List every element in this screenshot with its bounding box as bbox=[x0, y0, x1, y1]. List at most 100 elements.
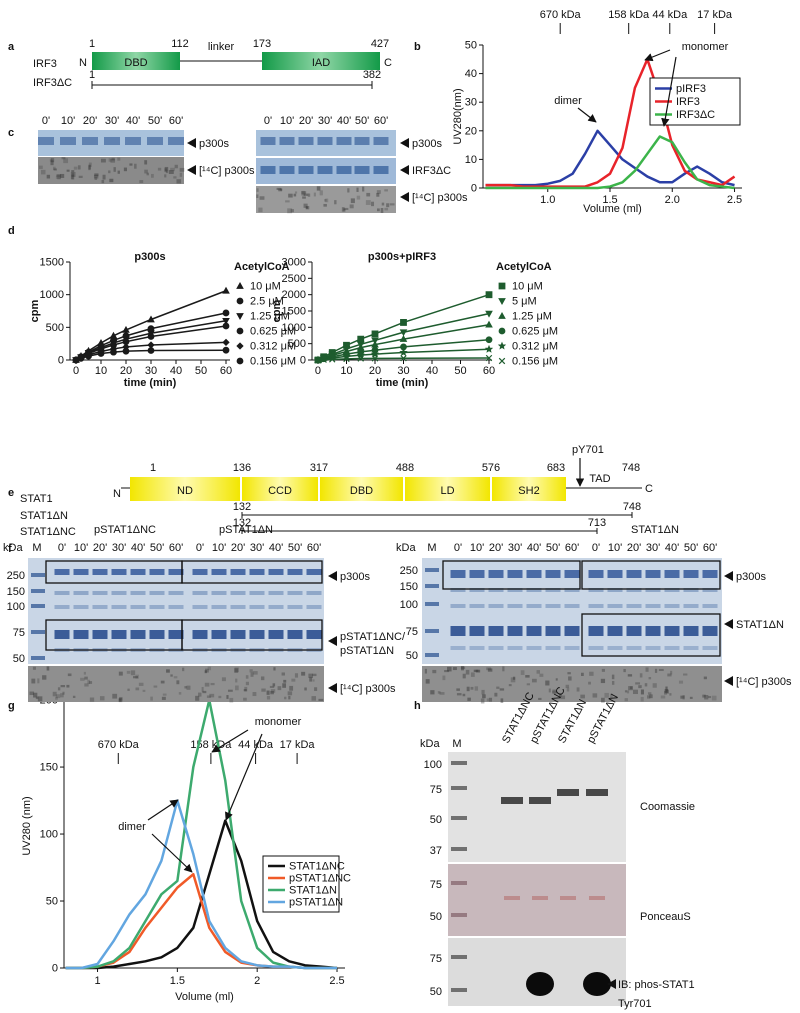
film-grain bbox=[301, 671, 306, 676]
film-grain bbox=[312, 673, 317, 677]
film-grain bbox=[467, 697, 471, 701]
gel-band bbox=[230, 591, 246, 595]
gel-band bbox=[526, 646, 542, 650]
ladder-band bbox=[31, 604, 45, 608]
x-tick-label: 30 bbox=[397, 365, 409, 377]
film-grain bbox=[273, 667, 276, 671]
highlight-box bbox=[581, 560, 721, 590]
gel-band bbox=[306, 591, 322, 595]
series-line bbox=[317, 357, 490, 361]
data-point bbox=[400, 343, 407, 351]
film-grain bbox=[52, 691, 57, 697]
film-grain bbox=[71, 174, 75, 180]
film-grain bbox=[444, 670, 450, 673]
film-grain bbox=[168, 170, 174, 174]
y-tick-label: 1000 bbox=[40, 289, 64, 301]
domain-name: TAD bbox=[589, 473, 610, 485]
film-grain bbox=[539, 673, 544, 677]
ladder-label: 150 bbox=[400, 581, 418, 593]
film-grain bbox=[580, 694, 585, 699]
lane-label: 60' bbox=[169, 542, 183, 554]
legend-title: AcetylCoA bbox=[234, 261, 290, 273]
ladder-label: 75 bbox=[430, 953, 442, 965]
pointer-arrow bbox=[328, 683, 337, 693]
film-grain bbox=[630, 686, 633, 690]
film-grain bbox=[160, 680, 165, 684]
gel-band bbox=[488, 646, 504, 650]
annotation-arrow bbox=[577, 107, 597, 123]
film-grain bbox=[78, 175, 83, 178]
gel-band bbox=[683, 588, 699, 592]
lane-label: 20' bbox=[489, 542, 503, 554]
film-grain bbox=[256, 188, 259, 192]
ladder-label: 50 bbox=[13, 653, 25, 665]
film-grain bbox=[304, 687, 307, 691]
data-point bbox=[485, 320, 493, 328]
film-grain bbox=[494, 692, 498, 697]
film-grain bbox=[176, 680, 180, 685]
film-grain bbox=[221, 677, 226, 682]
protein-band bbox=[560, 896, 576, 900]
film-grain bbox=[500, 698, 504, 703]
gel-band bbox=[702, 646, 718, 650]
legend-label: 2.5 μM bbox=[250, 296, 284, 308]
film-grain bbox=[645, 667, 649, 672]
gel-band bbox=[664, 626, 680, 636]
film-grain bbox=[341, 207, 345, 212]
y-axis-label: UV280 (nm) bbox=[21, 796, 33, 855]
film-grain bbox=[289, 685, 294, 691]
ladder-label: 50 bbox=[430, 911, 442, 923]
protein-band bbox=[589, 896, 605, 900]
data-point bbox=[110, 348, 117, 356]
film-grain bbox=[110, 158, 116, 163]
film-grain bbox=[138, 682, 144, 686]
gel-band bbox=[626, 646, 642, 650]
film-grain bbox=[658, 668, 664, 672]
film-grain bbox=[60, 173, 65, 178]
film-grain bbox=[499, 688, 505, 691]
size-marker-label: 158 kDa bbox=[608, 9, 650, 21]
film-grain bbox=[531, 678, 537, 683]
film-grain bbox=[462, 693, 466, 697]
film-grain bbox=[72, 695, 76, 698]
film-grain bbox=[53, 168, 57, 171]
film-grain bbox=[243, 697, 247, 701]
legend-label: 10 μM bbox=[512, 281, 543, 293]
lane-label: 0' bbox=[592, 542, 600, 554]
data-point bbox=[400, 354, 407, 362]
data-point bbox=[122, 347, 130, 355]
residue-number: 317 bbox=[310, 462, 328, 474]
legend-label: 0.625 μM bbox=[512, 326, 558, 338]
film-grain bbox=[611, 674, 615, 680]
film-grain bbox=[165, 170, 169, 174]
film-grain bbox=[89, 697, 95, 702]
film-grain bbox=[66, 169, 70, 172]
gel-band bbox=[317, 137, 333, 145]
film-grain bbox=[526, 683, 531, 686]
gel-band bbox=[683, 626, 699, 636]
film-grain bbox=[301, 191, 307, 195]
gel-band bbox=[664, 646, 680, 650]
protein-band bbox=[501, 797, 523, 804]
gel-band bbox=[168, 605, 184, 609]
film-grain bbox=[133, 676, 138, 679]
data-point bbox=[222, 286, 230, 294]
film-grain bbox=[349, 204, 354, 209]
film-grain bbox=[205, 668, 209, 673]
film-grain bbox=[480, 698, 485, 704]
ladder-band bbox=[451, 816, 467, 820]
film-grain bbox=[37, 678, 40, 684]
gel-band bbox=[683, 646, 699, 650]
gel bbox=[28, 558, 324, 664]
protein-name: IRF3 bbox=[33, 58, 57, 70]
film-grain bbox=[70, 172, 76, 177]
film-grain bbox=[119, 696, 123, 701]
film-grain bbox=[502, 666, 505, 672]
gel-band bbox=[469, 626, 485, 636]
domain-name: ND bbox=[177, 485, 193, 497]
film-grain bbox=[601, 668, 605, 672]
film-grain bbox=[470, 686, 474, 690]
gel-band bbox=[211, 605, 227, 609]
film-grain bbox=[452, 667, 457, 671]
film-grain bbox=[55, 694, 61, 699]
